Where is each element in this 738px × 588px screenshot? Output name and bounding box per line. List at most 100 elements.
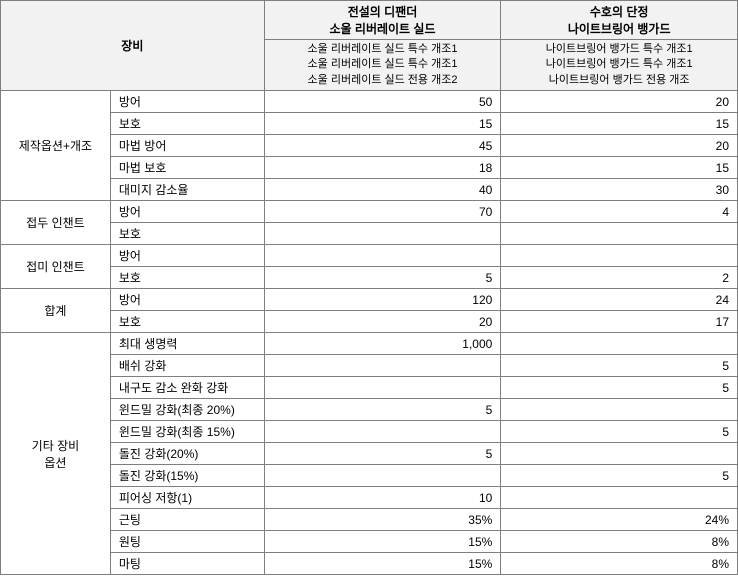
table-row: 배쉬 강화 5: [1, 355, 738, 377]
value-cell: [264, 355, 501, 377]
equipment-comparison-table: 장비 전설의 디팬더 소울 리버레이트 실드 수호의 단정 나이트브링어 뱅가드…: [0, 0, 738, 575]
value-cell: [264, 465, 501, 487]
table-row: 원팅 15% 8%: [1, 531, 738, 553]
value-cell: [264, 377, 501, 399]
value-cell: 15: [264, 113, 501, 135]
table-row: 접미 인챈트 방어: [1, 245, 738, 267]
header-equipment: 장비: [1, 1, 265, 91]
value-cell: 120: [264, 289, 501, 311]
stat-label: 배쉬 강화: [110, 355, 264, 377]
group-prefix-enchant: 접두 인챈트: [1, 201, 111, 245]
stat-label: 최대 생명력: [110, 333, 264, 355]
value-cell: 15: [501, 157, 738, 179]
group-total: 합계: [1, 289, 111, 333]
value-cell: 5: [501, 421, 738, 443]
value-cell: 15: [501, 113, 738, 135]
col1-title2: 소울 리버레이트 실드: [329, 22, 435, 36]
table-row: 내구도 감소 완화 강화 5: [1, 377, 738, 399]
col2-craft3: 나이트브링어 뱅가드 전용 개조: [507, 73, 731, 88]
table-row: 보호 5 2: [1, 267, 738, 289]
header-col2-title: 수호의 단정 나이트브링어 뱅가드: [501, 1, 738, 40]
header-col1-title: 전설의 디팬더 소울 리버레이트 실드: [264, 1, 501, 40]
group-crafting: 제작옵션+개조: [1, 91, 111, 201]
stat-label: 대미지 감소율: [110, 179, 264, 201]
stat-label: 보호: [110, 113, 264, 135]
table-row: 피어싱 저항(1) 10: [1, 487, 738, 509]
header-col2-craft: 나이트브링어 뱅가드 특수 개조1 나이트브링어 뱅가드 특수 개조1 나이트브…: [501, 40, 738, 91]
col1-craft2: 소울 리버레이트 실드 특수 개조1: [271, 57, 495, 72]
group-other-options: 기타 장비 옵션: [1, 333, 111, 575]
value-cell: [501, 333, 738, 355]
value-cell: 5: [501, 355, 738, 377]
value-cell: [501, 399, 738, 421]
table-row: 합계 방어 120 24: [1, 289, 738, 311]
table-row: 마팅 15% 8%: [1, 553, 738, 575]
value-cell: [264, 223, 501, 245]
stat-label: 보호: [110, 311, 264, 333]
value-cell: [501, 443, 738, 465]
stat-label: 피어싱 저항(1): [110, 487, 264, 509]
value-cell: 35%: [264, 509, 501, 531]
table-row: 제작옵션+개조 방어 50 20: [1, 91, 738, 113]
header-col1-craft: 소울 리버레이트 실드 특수 개조1 소울 리버레이트 실드 특수 개조1 소울…: [264, 40, 501, 91]
col1-title1: 전설의 디팬더: [348, 5, 418, 19]
value-cell: [501, 245, 738, 267]
value-cell: 5: [264, 399, 501, 421]
table-row: 보호 15 15: [1, 113, 738, 135]
value-cell: 24: [501, 289, 738, 311]
value-cell: 17: [501, 311, 738, 333]
table-row: 보호: [1, 223, 738, 245]
stat-label: 방어: [110, 91, 264, 113]
value-cell: 18: [264, 157, 501, 179]
group-suffix-enchant: 접미 인챈트: [1, 245, 111, 289]
value-cell: 4: [501, 201, 738, 223]
col2-title2: 나이트브링어 뱅가드: [568, 22, 671, 36]
stat-label: 윈드밀 강화(최종 15%): [110, 421, 264, 443]
col2-craft1: 나이트브링어 뱅가드 특수 개조1: [507, 42, 731, 57]
value-cell: 5: [501, 377, 738, 399]
stat-label: 방어: [110, 289, 264, 311]
stat-label: 보호: [110, 267, 264, 289]
col1-craft1: 소울 리버레이트 실드 특수 개조1: [271, 42, 495, 57]
stat-label: 방어: [110, 245, 264, 267]
table-row: 마법 보호 18 15: [1, 157, 738, 179]
value-cell: 30: [501, 179, 738, 201]
table-row: 마법 방어 45 20: [1, 135, 738, 157]
table-row: 윈드밀 강화(최종 15%) 5: [1, 421, 738, 443]
col2-craft2: 나이트브링어 뱅가드 특수 개조1: [507, 57, 731, 72]
table-row: 근팅 35% 24%: [1, 509, 738, 531]
stat-label: 근팅: [110, 509, 264, 531]
stat-label: 윈드밀 강화(최종 20%): [110, 399, 264, 421]
col1-craft3: 소울 리버레이트 실드 전용 개조2: [271, 73, 495, 88]
value-cell: 10: [264, 487, 501, 509]
value-cell: 20: [264, 311, 501, 333]
table-row: 돌진 강화(20%) 5: [1, 443, 738, 465]
value-cell: 5: [501, 465, 738, 487]
value-cell: [501, 487, 738, 509]
value-cell: 24%: [501, 509, 738, 531]
value-cell: [264, 421, 501, 443]
value-cell: 40: [264, 179, 501, 201]
value-cell: 8%: [501, 553, 738, 575]
value-cell: 5: [264, 443, 501, 465]
stat-label: 돌진 강화(15%): [110, 465, 264, 487]
value-cell: [501, 223, 738, 245]
value-cell: 20: [501, 135, 738, 157]
value-cell: 50: [264, 91, 501, 113]
col2-title1: 수호의 단정: [590, 5, 649, 19]
value-cell: [264, 245, 501, 267]
stat-label: 원팅: [110, 531, 264, 553]
value-cell: 2: [501, 267, 738, 289]
table-row: 접두 인챈트 방어 70 4: [1, 201, 738, 223]
table-row: 대미지 감소율 40 30: [1, 179, 738, 201]
stat-label: 마법 보호: [110, 157, 264, 179]
value-cell: 8%: [501, 531, 738, 553]
stat-label: 마팅: [110, 553, 264, 575]
value-cell: 1,000: [264, 333, 501, 355]
table-row: 윈드밀 강화(최종 20%) 5: [1, 399, 738, 421]
value-cell: 45: [264, 135, 501, 157]
stat-label: 보호: [110, 223, 264, 245]
value-cell: 5: [264, 267, 501, 289]
stat-label: 돌진 강화(20%): [110, 443, 264, 465]
stat-label: 내구도 감소 완화 강화: [110, 377, 264, 399]
